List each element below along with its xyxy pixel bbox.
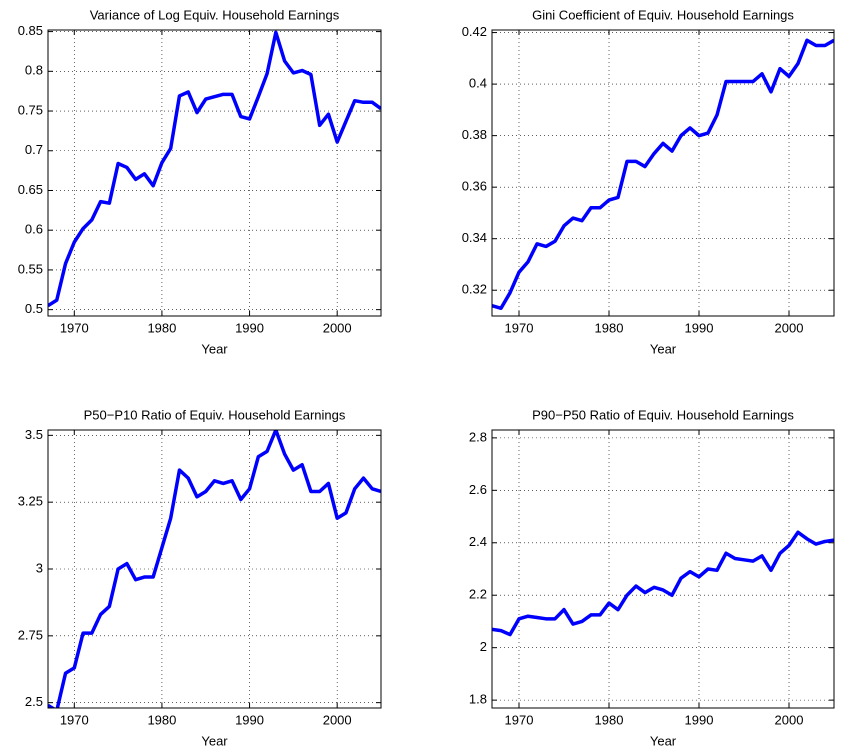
- data-line: [48, 430, 381, 708]
- data-line: [492, 38, 834, 311]
- x-tick-label: 2000: [775, 320, 804, 335]
- y-tick-label: 0.36: [462, 179, 487, 194]
- x-tick-label: 2000: [323, 320, 352, 335]
- x-tick-label: 1980: [147, 320, 176, 335]
- x-tick-label: 1970: [60, 320, 89, 335]
- y-tick-label: 2.6: [469, 482, 487, 497]
- chart-title: P50−P10 Ratio of Equiv. Household Earnin…: [84, 407, 346, 422]
- y-tick-label: 0.8: [25, 63, 43, 78]
- chart-title: Variance of Log Equiv. Household Earning…: [90, 7, 340, 22]
- plot-frame: [47, 29, 382, 317]
- y-tick-label: 0.7: [25, 142, 43, 157]
- y-tick-label: 2: [480, 639, 487, 654]
- plot-area: [48, 430, 381, 708]
- y-tick-label: 3.25: [18, 494, 43, 509]
- x-tick-label: 1970: [60, 712, 89, 727]
- x-axis-label: Year: [201, 733, 228, 748]
- y-tick-label: 2.2: [469, 587, 487, 602]
- y-tick-label: 0.75: [18, 102, 43, 117]
- y-tick-label: 0.32: [462, 282, 487, 297]
- subplot: 2.5 2.75 3 3.25 3.5 1970 1980 1990 2000 P50−P10 R…: [18, 407, 382, 748]
- plot-frame: [47, 429, 382, 709]
- x-tick-label: 1990: [235, 320, 264, 335]
- x-tick-label: 1990: [685, 712, 714, 727]
- x-axis-label: Year: [201, 341, 228, 356]
- data-line: [48, 30, 381, 308]
- plot-area: [48, 30, 381, 316]
- chart-title: Gini Coefficient of Equiv. Household Ear…: [532, 7, 794, 22]
- x-tick-label: 1990: [235, 712, 264, 727]
- x-tick-label: 2000: [775, 712, 804, 727]
- subplot: 0.5 0.55 0.6 0.65 0.7 0.75 0.8 0.85 1970 1980 1990…: [18, 7, 382, 356]
- y-tick-label: 3.5: [25, 427, 43, 442]
- y-tick-label: 0.85: [18, 23, 43, 38]
- y-tick-label: 2.8: [469, 429, 487, 444]
- subplot: 1.8 2 2.2 2.4 2.6 2.8 1970 1980 1990 2000 P90−P50 …: [469, 407, 835, 748]
- x-tick-label: 2000: [323, 712, 352, 727]
- subplot: 0.32 0.34 0.36 0.38 0.4 0.42 1970 1980 1990 2000 G…: [462, 7, 835, 356]
- y-tick-label: 0.5: [25, 301, 43, 316]
- plot-area: [492, 430, 834, 708]
- plot-frame: [491, 429, 835, 709]
- x-axis-label: Year: [650, 733, 677, 748]
- chart-title: P90−P50 Ratio of Equiv. Household Earnin…: [532, 407, 794, 422]
- y-tick-label: 0.42: [462, 24, 487, 39]
- y-tick-label: 0.55: [18, 261, 43, 276]
- x-tick-label: 1970: [505, 320, 534, 335]
- x-tick-label: 1980: [147, 712, 176, 727]
- y-tick-label: 0.6: [25, 222, 43, 237]
- plot-frame: [491, 29, 835, 317]
- y-tick-label: 2.75: [18, 627, 43, 642]
- x-axis-label: Year: [650, 341, 677, 356]
- x-tick-label: 1990: [685, 320, 714, 335]
- y-tick-label: 0.65: [18, 182, 43, 197]
- y-tick-label: 0.38: [462, 127, 487, 142]
- y-tick-label: 2.4: [469, 534, 487, 549]
- x-tick-label: 1970: [505, 712, 534, 727]
- y-tick-label: 0.4: [469, 76, 487, 91]
- y-tick-label: 1.8: [469, 692, 487, 707]
- y-tick-label: 0.34: [462, 230, 487, 245]
- x-tick-label: 1980: [595, 320, 624, 335]
- y-tick-label: 2.5: [25, 694, 43, 709]
- x-tick-label: 1980: [595, 712, 624, 727]
- y-tick-label: 3: [36, 560, 43, 575]
- data-line: [492, 530, 834, 637]
